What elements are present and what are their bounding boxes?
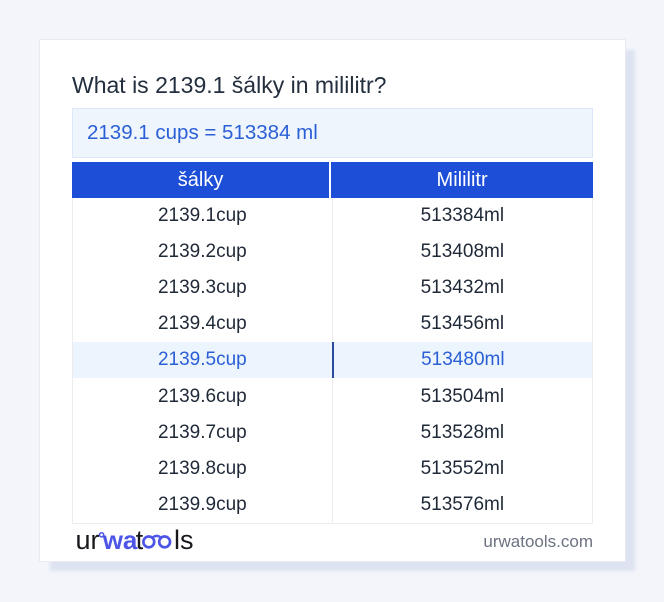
svg-text:ls: ls [174,525,194,555]
svg-text:wa: wa [102,525,138,555]
svg-text:ur: ur [76,525,100,555]
svg-text:t: t [136,525,144,555]
